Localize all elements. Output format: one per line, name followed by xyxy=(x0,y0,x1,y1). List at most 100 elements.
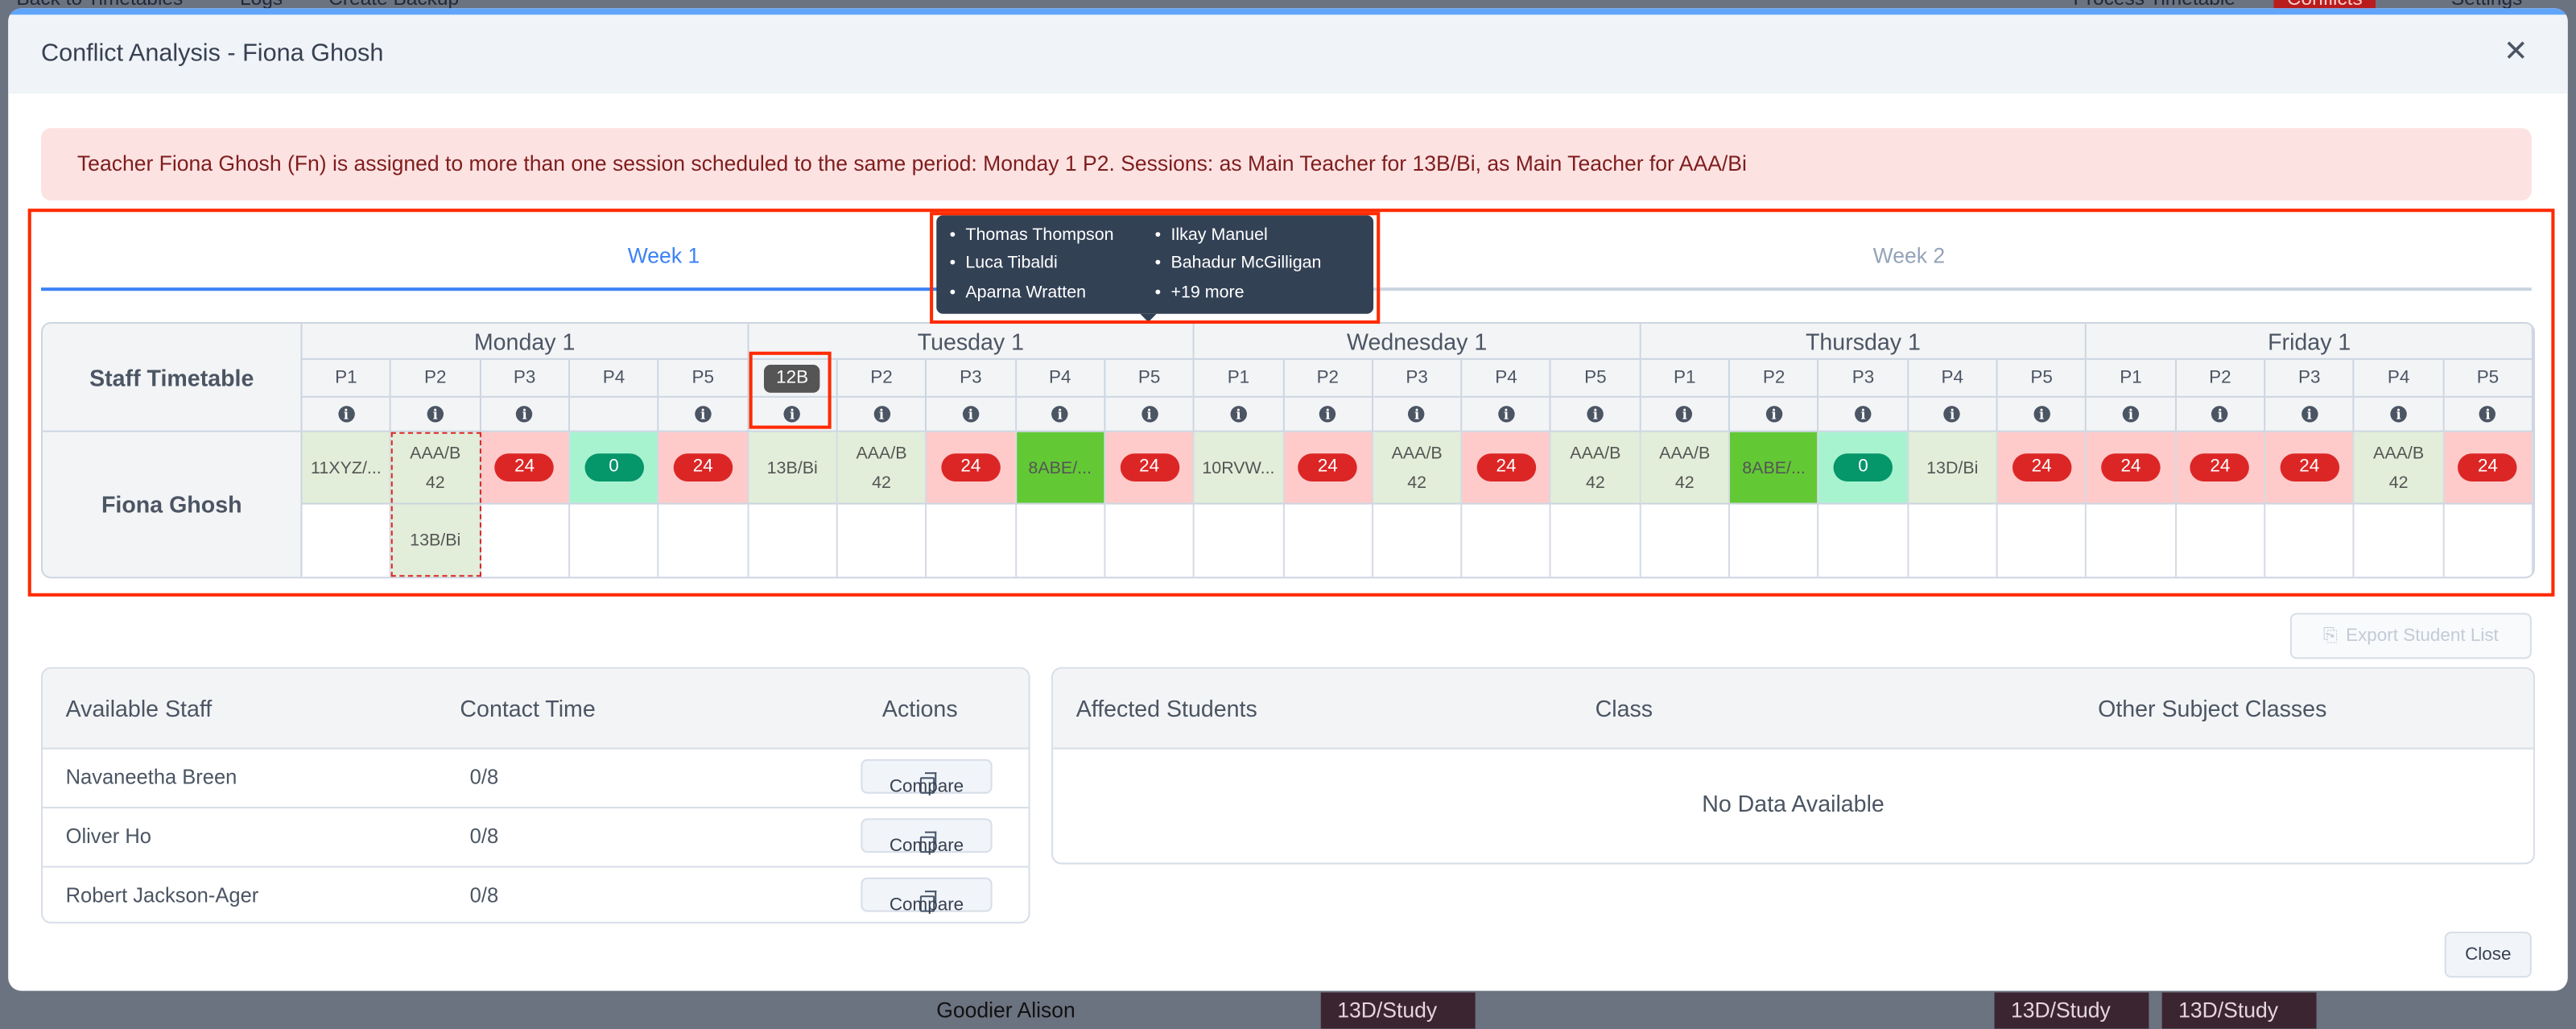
info-icon[interactable]: i xyxy=(2390,406,2407,423)
timetable-cell[interactable]: 24 xyxy=(2265,432,2355,505)
period-header[interactable]: P2 xyxy=(1283,359,1373,398)
timetable-cell[interactable]: 24 xyxy=(2176,432,2266,505)
info-icon[interactable]: i xyxy=(427,406,444,423)
timetable-cell[interactable] xyxy=(1016,504,1106,577)
info-icon[interactable]: i xyxy=(1497,406,1515,423)
period-header[interactable]: P1 xyxy=(1641,359,1731,398)
period-header[interactable]: P3 xyxy=(1819,359,1909,398)
timetable-cell[interactable]: 10RVW... xyxy=(1195,432,1284,505)
info-icon[interactable]: i xyxy=(1408,406,1426,423)
timetable-cell[interactable]: 24 xyxy=(1283,432,1373,505)
compare-button[interactable]: Compare xyxy=(861,758,993,797)
info-icon[interactable]: i xyxy=(2211,406,2229,423)
timetable-cell[interactable] xyxy=(927,504,1017,577)
timetable-cell[interactable] xyxy=(2265,504,2355,577)
compare-button[interactable]: Compare xyxy=(861,877,993,915)
close-icon[interactable]: ✕ xyxy=(2503,34,2529,68)
timetable-cell[interactable] xyxy=(1730,504,1820,577)
timetable-cell[interactable]: 24 xyxy=(1462,432,1552,505)
timetable-cell[interactable] xyxy=(838,504,927,577)
timetable-cell[interactable]: 24 xyxy=(1105,432,1195,505)
info-icon[interactable]: i xyxy=(2301,406,2318,423)
period-header[interactable]: P5 xyxy=(1551,359,1641,398)
timetable-cell[interactable] xyxy=(1284,504,1373,577)
timetable-cell[interactable]: 13D/Bi xyxy=(1908,432,1998,505)
timetable-cell[interactable] xyxy=(1641,504,1731,577)
timetable-cell[interactable] xyxy=(481,504,571,577)
info-icon[interactable]: i xyxy=(1855,406,1872,423)
compare-button[interactable]: Compare xyxy=(861,818,993,856)
info-icon[interactable]: i xyxy=(1765,406,1782,423)
timetable-cell[interactable]: 13B/Bi xyxy=(391,504,481,577)
period-header[interactable]: 12B xyxy=(748,359,838,398)
timetable-cell[interactable] xyxy=(1819,504,1909,577)
info-icon[interactable]: i xyxy=(783,406,801,423)
info-icon[interactable]: i xyxy=(1587,406,1604,423)
timetable-cell[interactable]: AAA/B 42 xyxy=(391,432,481,505)
period-header[interactable]: P5 xyxy=(1997,359,2087,398)
period-header[interactable]: P4 xyxy=(1016,359,1106,398)
timetable-cell[interactable]: 24 xyxy=(927,432,1017,505)
close-button[interactable]: Close xyxy=(2444,932,2532,978)
period-header[interactable]: P2 xyxy=(837,359,927,398)
timetable-cell[interactable]: 13B/Bi xyxy=(748,432,838,505)
info-icon[interactable]: i xyxy=(1141,406,1158,423)
period-header[interactable]: P3 xyxy=(481,359,571,398)
info-icon[interactable]: i xyxy=(516,406,533,423)
timetable-cell[interactable]: 24 xyxy=(2444,432,2533,505)
timetable-cell[interactable]: AAA/B 42 xyxy=(1373,432,1463,505)
period-header[interactable]: P4 xyxy=(1462,359,1552,398)
timetable-cell[interactable] xyxy=(1105,504,1195,577)
timetable-cell[interactable]: 11XYZ/... xyxy=(302,432,392,505)
period-header[interactable]: P1 xyxy=(302,359,392,398)
timetable-cell[interactable] xyxy=(2176,504,2266,577)
timetable-cell[interactable]: AAA/B 42 xyxy=(1641,432,1731,505)
timetable-cell[interactable]: 24 xyxy=(1997,432,2087,505)
period-header[interactable]: P3 xyxy=(2265,359,2355,398)
info-icon[interactable]: i xyxy=(1676,406,1693,423)
timetable-cell[interactable]: AAA/B 42 xyxy=(837,432,927,505)
timetable-cell[interactable] xyxy=(1998,504,2087,577)
tab-week-1[interactable]: Week 1 xyxy=(41,238,1286,291)
timetable-cell[interactable]: AAA/B 42 xyxy=(1551,432,1641,505)
timetable-cell[interactable] xyxy=(1463,504,1552,577)
timetable-cell[interactable] xyxy=(570,504,659,577)
info-icon[interactable]: i xyxy=(1319,406,1336,423)
timetable-cell[interactable] xyxy=(2355,504,2445,577)
period-header[interactable]: P3 xyxy=(927,359,1017,398)
period-header[interactable]: P4 xyxy=(1908,359,1998,398)
period-header[interactable]: P4 xyxy=(570,359,659,398)
timetable-cell[interactable] xyxy=(659,504,749,577)
timetable-cell[interactable] xyxy=(1909,504,1998,577)
period-header[interactable]: P3 xyxy=(1373,359,1463,398)
timetable-cell[interactable]: 24 xyxy=(2087,432,2177,505)
period-header[interactable]: P1 xyxy=(2087,359,2177,398)
info-icon[interactable]: i xyxy=(873,406,890,423)
info-icon[interactable]: i xyxy=(2122,406,2140,423)
period-header[interactable]: P2 xyxy=(2176,359,2266,398)
timetable-cell[interactable] xyxy=(2087,504,2177,577)
timetable-cell[interactable]: 8ABE/... xyxy=(1730,432,1820,505)
info-icon[interactable]: i xyxy=(962,406,980,423)
info-icon[interactable]: i xyxy=(695,406,712,423)
tab-week-2[interactable]: Week 2 xyxy=(1286,238,2532,291)
timetable-cell[interactable]: AAA/B 42 xyxy=(2355,432,2445,505)
info-icon[interactable]: i xyxy=(1230,406,1247,423)
timetable-cell[interactable]: 8ABE/... xyxy=(1016,432,1106,505)
export-student-list-button[interactable]: ⎘ Export Student List xyxy=(2289,613,2532,659)
period-header[interactable]: P1 xyxy=(1195,359,1284,398)
info-icon[interactable]: i xyxy=(1944,406,1961,423)
period-header[interactable]: P5 xyxy=(2444,359,2533,398)
period-header[interactable]: P5 xyxy=(658,359,749,398)
period-header[interactable]: P2 xyxy=(1730,359,1820,398)
timetable-cell[interactable] xyxy=(749,504,838,577)
info-icon[interactable]: i xyxy=(1051,406,1068,423)
period-header[interactable]: P4 xyxy=(2355,359,2445,398)
timetable-cell[interactable]: 0 xyxy=(570,432,659,505)
timetable-cell[interactable]: 24 xyxy=(658,432,749,505)
timetable-cell[interactable]: 0 xyxy=(1819,432,1909,505)
info-icon[interactable]: i xyxy=(2479,406,2496,423)
timetable-cell[interactable] xyxy=(303,504,392,577)
info-icon[interactable]: i xyxy=(337,406,355,423)
timetable-cell[interactable] xyxy=(1195,504,1284,577)
